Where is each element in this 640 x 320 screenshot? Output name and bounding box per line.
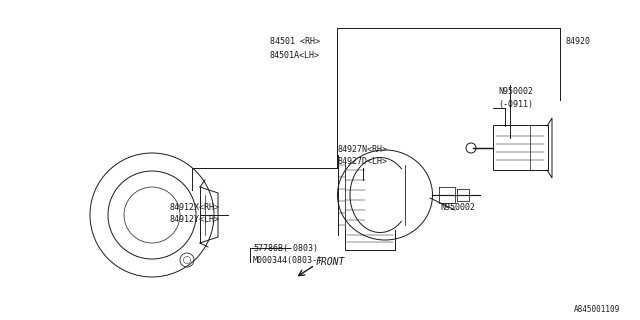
Text: A845001109: A845001109 xyxy=(573,306,620,315)
Text: 84927N<RH>: 84927N<RH> xyxy=(337,146,387,155)
Text: N950002: N950002 xyxy=(498,87,533,97)
Text: 84912Y<LH>: 84912Y<LH> xyxy=(170,215,220,225)
Text: M000344(0803-): M000344(0803-) xyxy=(253,255,323,265)
Text: 84927D<LH>: 84927D<LH> xyxy=(337,157,387,166)
Text: 84912X<RH>: 84912X<RH> xyxy=(170,204,220,212)
Text: 57786B(-0803): 57786B(-0803) xyxy=(253,244,318,252)
Text: (-0911): (-0911) xyxy=(498,100,533,108)
Text: N950002: N950002 xyxy=(440,204,475,212)
Text: 84501 <RH>: 84501 <RH> xyxy=(270,37,320,46)
Text: 84920: 84920 xyxy=(565,37,590,46)
Text: FRONT: FRONT xyxy=(316,257,346,267)
Text: 84501A<LH>: 84501A<LH> xyxy=(270,51,320,60)
